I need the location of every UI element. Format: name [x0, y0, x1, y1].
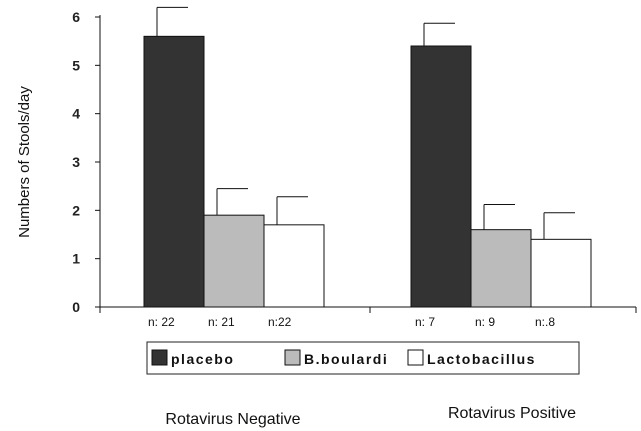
y-tick-label: 3 — [72, 154, 80, 170]
y-axis-ticks: 0 1 2 3 4 5 6 — [72, 9, 100, 315]
group-labels: Rotavirus Negative Rotavirus Positive — [165, 405, 576, 428]
n-label: n:.8 — [535, 315, 555, 329]
n-label: n: 7 — [415, 315, 435, 329]
y-tick-label: 0 — [72, 299, 80, 315]
bar — [203, 214, 265, 308]
y-axis-label: Numbers of Stools/day — [16, 86, 33, 238]
y-tick-label: 6 — [72, 9, 80, 25]
n-labels: n: 22 n: 21 n:22 n: 7 n: 9 n:.8 — [148, 315, 555, 329]
legend-box — [146, 341, 580, 375]
n-label: n: 21 — [208, 315, 235, 329]
bar — [410, 45, 472, 308]
bar — [470, 229, 532, 308]
n-label: n:22 — [268, 315, 292, 329]
bar — [530, 238, 592, 308]
group-label: Rotavirus Negative — [165, 411, 300, 428]
bar — [263, 224, 325, 308]
y-tick-label: 1 — [72, 251, 80, 267]
legend-swatch — [151, 349, 168, 366]
bar — [143, 35, 205, 308]
group-label: Rotavirus Positive — [448, 405, 576, 422]
legend-swatch — [407, 349, 424, 366]
legend: placebo B.boulardi Lactobacillus — [146, 341, 580, 375]
y-tick-label: 2 — [72, 202, 80, 218]
legend-label: B.boulardi — [304, 351, 388, 367]
legend-label: placebo — [171, 351, 234, 367]
bars — [143, 35, 592, 308]
n-label: n: 22 — [148, 315, 175, 329]
legend-label: Lactobacillus — [427, 351, 536, 367]
y-tick-label: 5 — [72, 57, 80, 73]
n-label: n: 9 — [475, 315, 495, 329]
y-tick-label: 4 — [72, 106, 80, 122]
error-bars — [156, 6, 575, 240]
legend-swatch — [284, 349, 301, 366]
